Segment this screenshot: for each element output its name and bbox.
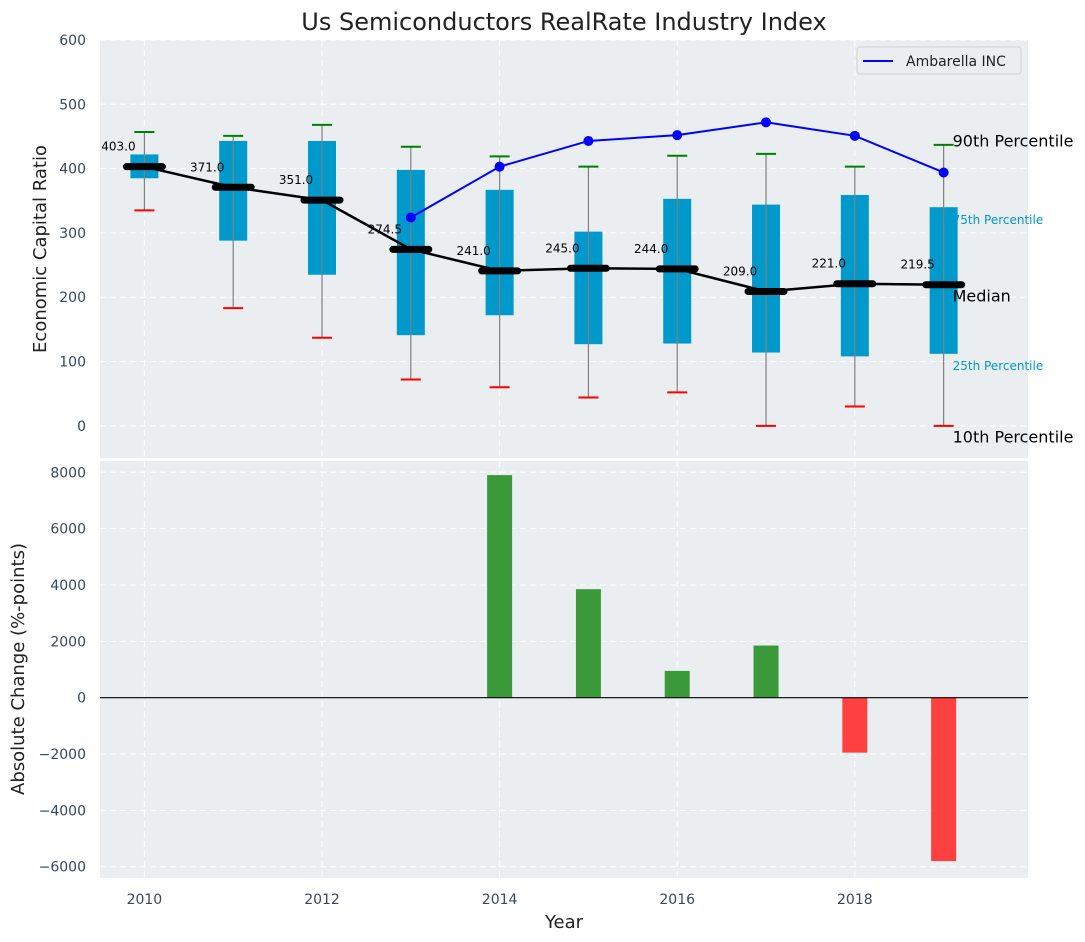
top-y-tick-label: 0 xyxy=(77,419,86,435)
top-y-tick-label: 100 xyxy=(59,355,86,371)
bottom-y-tick-label: 4000 xyxy=(50,578,86,594)
p90-annotation: 90th Percentile xyxy=(953,132,1074,151)
median-value-label: 403.0 xyxy=(101,140,135,154)
bottom-y-tick-label: 6000 xyxy=(50,522,86,538)
top-y-tick-label: 300 xyxy=(59,226,86,242)
median-line xyxy=(144,165,944,293)
median-value-label: 351.0 xyxy=(279,173,313,187)
bottom-y-tick-label: 0 xyxy=(77,691,86,707)
median-labels: 403.0 371.0 351.0 274.5 241.0 245.0 244.0 209.0… xyxy=(101,140,935,279)
x-tick-label: 2018 xyxy=(837,892,873,908)
company-point xyxy=(761,117,772,128)
top-plot-area xyxy=(100,40,1028,458)
top-panel: 0 100 200 300 400 500 600 403.0 371.0 351.0 274.5… xyxy=(30,33,1073,458)
bottom-y-axis-label: Absolute Change (%-points) xyxy=(8,543,29,795)
x-tick-label: 2010 xyxy=(127,892,163,908)
top-grid xyxy=(100,39,1028,458)
top-y-tick-label: 600 xyxy=(59,33,86,49)
top-y-tick-label: 400 xyxy=(59,162,86,178)
p75-annotation: 75th Percentile xyxy=(953,213,1044,227)
positive-change-bar xyxy=(664,670,690,698)
median-value-label: 221.0 xyxy=(812,257,846,271)
positive-change-bar xyxy=(575,589,601,698)
x-ticks: 2010 2012 2014 2016 2018 xyxy=(127,892,873,908)
bottom-grid xyxy=(100,461,1028,878)
company-point xyxy=(938,167,949,178)
median-annotation: Median xyxy=(953,286,1011,305)
bottom-plot-area xyxy=(100,461,1028,878)
chart-title: Us Semiconductors RealRate Industry Inde… xyxy=(301,8,826,36)
company-point xyxy=(849,130,860,141)
bottom-y-tick-label: −6000 xyxy=(39,860,86,876)
bottom-y-tick-label: 2000 xyxy=(50,634,86,650)
legend: Ambarella INC xyxy=(856,46,1022,75)
median-value-label: 274.5 xyxy=(368,222,402,236)
legend-box xyxy=(856,46,1022,75)
bottom-y-ticks: −6000 −4000 −2000 0 2000 4000 6000 8000 xyxy=(39,465,86,875)
median-value-label: 371.0 xyxy=(190,160,224,174)
legend-entry-ambarella: Ambarella INC xyxy=(906,54,1006,70)
x-axis-label: Year xyxy=(544,912,584,933)
x-tick-label: 2014 xyxy=(482,892,518,908)
top-y-tick-label: 200 xyxy=(59,290,86,306)
company-series xyxy=(405,117,949,223)
change-bars xyxy=(487,475,957,862)
positive-change-bar xyxy=(753,645,779,698)
company-point xyxy=(672,130,683,141)
p25-annotation: 25th Percentile xyxy=(953,359,1044,373)
top-y-axis-label: Economic Capital Ratio xyxy=(30,145,51,353)
negative-change-bar xyxy=(842,697,868,753)
median-value-label: 245.0 xyxy=(545,241,579,255)
median-value-label: 241.0 xyxy=(456,244,490,258)
bottom-y-tick-label: 8000 xyxy=(50,465,86,481)
p10-annotation: 10th Percentile xyxy=(953,427,1074,446)
top-y-ticks: 0 100 200 300 400 500 600 xyxy=(59,33,86,435)
negative-change-bar xyxy=(931,697,957,862)
median-value-label: 244.0 xyxy=(634,242,668,256)
top-y-tick-label: 500 xyxy=(59,97,86,113)
median-value-label: 209.0 xyxy=(723,264,757,278)
positive-change-bar xyxy=(487,475,513,698)
bottom-y-tick-label: −4000 xyxy=(39,803,86,819)
x-tick-label: 2012 xyxy=(304,892,340,908)
company-point xyxy=(583,135,594,146)
company-point xyxy=(494,161,505,172)
company-point xyxy=(405,212,416,223)
x-tick-label: 2016 xyxy=(659,892,695,908)
percentile-annotations: 90th Percentile 75th Percentile Median 25th… xyxy=(953,132,1074,447)
median-value-label: 219.5 xyxy=(900,258,934,272)
median-series xyxy=(122,163,966,295)
bottom-y-tick-label: −2000 xyxy=(39,747,86,763)
